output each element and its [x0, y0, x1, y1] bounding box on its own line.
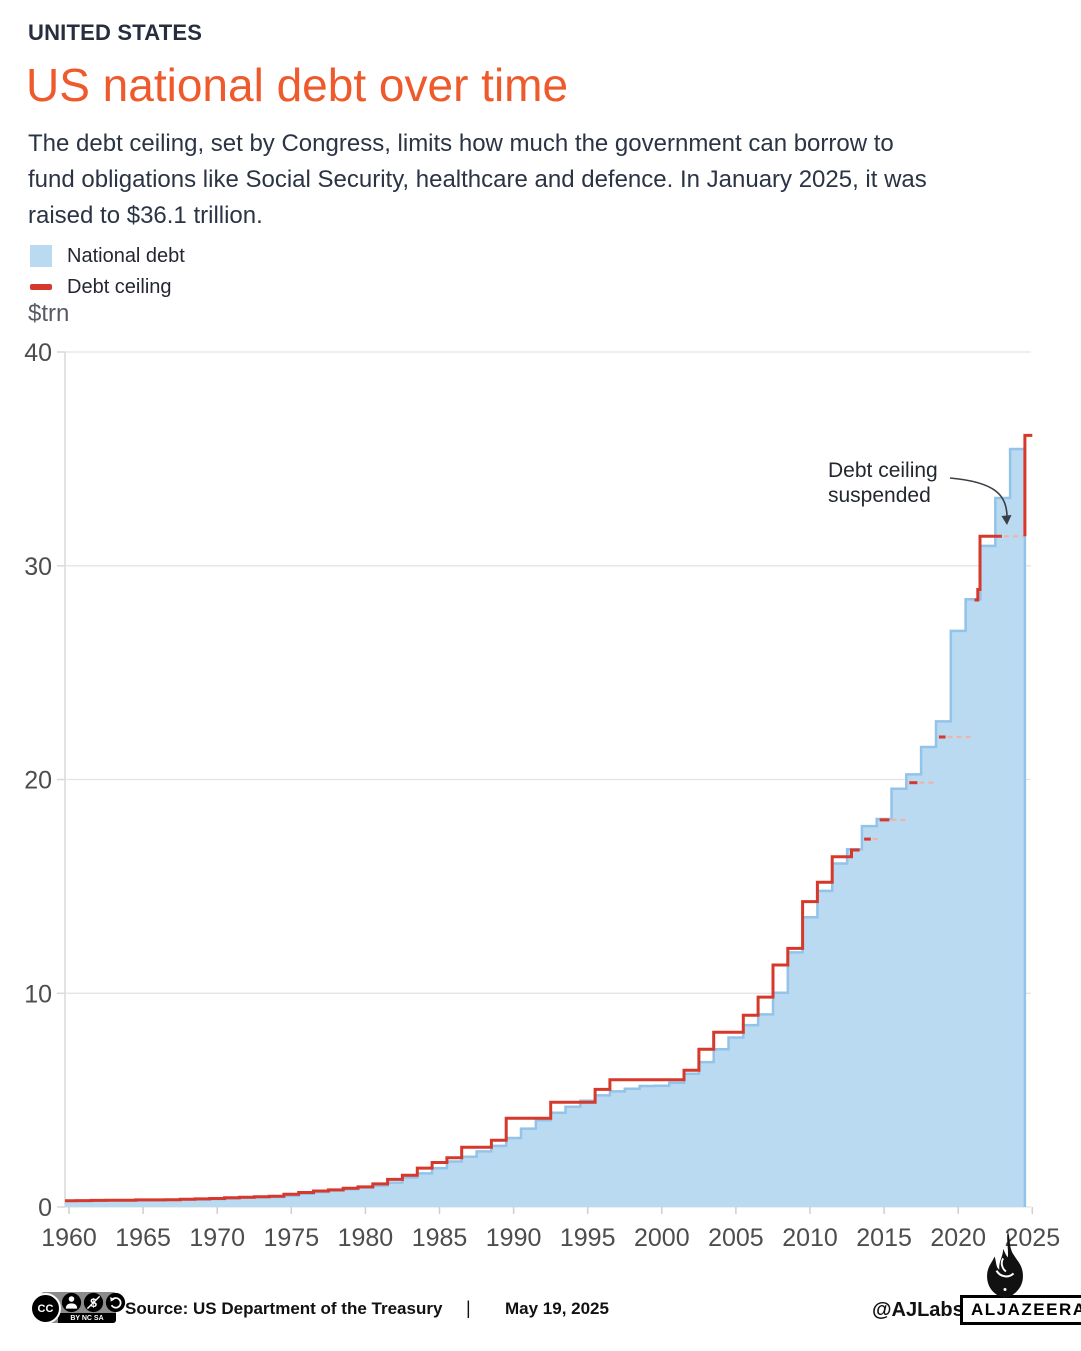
- debt-ceiling-line: [65, 848, 860, 1203]
- x-tick-label: 1995: [560, 1224, 616, 1252]
- x-tick-label: 1980: [338, 1224, 394, 1252]
- y-tick-label: 30: [24, 553, 52, 581]
- x-tick-label: 2015: [856, 1224, 912, 1252]
- x-tick-label: 2000: [634, 1224, 690, 1252]
- annotation-arrow: [949, 477, 1008, 518]
- national-debt-swatch-icon: [30, 245, 52, 267]
- debt-ceiling-swatch-icon: [30, 284, 52, 290]
- aljazeera-flame-logo-icon: [987, 1230, 1023, 1298]
- aljazeera-wordmark: ALJAZEERA: [960, 1295, 1081, 1325]
- x-tick-label: 2010: [782, 1224, 838, 1252]
- footer: $ BY NC SA CC Source: US Department of t…: [0, 1285, 1081, 1351]
- y-tick-label: 0: [38, 1194, 52, 1222]
- cc-icon: CC: [30, 1293, 61, 1324]
- debt-ceiling-line: [974, 534, 1002, 602]
- kicker: UNITED STATES: [28, 20, 203, 45]
- y-tick-label: 40: [24, 339, 52, 367]
- cc-license-icons: $: [61, 1292, 126, 1313]
- legend-label: National debt: [67, 244, 185, 267]
- annotation-arrowhead: [1001, 515, 1012, 525]
- debt-ceiling-line: [1023, 433, 1033, 537]
- y-tick-label: 20: [24, 767, 52, 795]
- ajlabs-credit: @AJLabs: [872, 1299, 964, 1321]
- y-tick-label: 10: [24, 980, 52, 1008]
- legend: National debt Debt ceiling: [30, 245, 185, 307]
- legend-label: Debt ceiling: [67, 275, 172, 298]
- x-tick-label: 1990: [486, 1224, 542, 1252]
- x-tick-label: 2020: [930, 1224, 986, 1252]
- cc-nc-icon: $: [83, 1292, 104, 1313]
- y-axis-unit-label: $trn: [28, 300, 70, 327]
- x-tick-label: 1965: [115, 1224, 171, 1252]
- source-text: Source: US Department of the Treasury: [125, 1299, 443, 1318]
- x-tick-label: 1960: [41, 1224, 97, 1252]
- legend-item-national-debt: National debt: [30, 245, 185, 267]
- cc-sa-icon: [105, 1292, 126, 1313]
- page-title: US national debt over time: [26, 59, 569, 111]
- x-tick-label: 1970: [189, 1224, 245, 1252]
- cc-caption: BY NC SA: [58, 1313, 116, 1323]
- cc-by-icon: [61, 1292, 82, 1313]
- legend-item-debt-ceiling: Debt ceiling: [30, 276, 185, 298]
- x-tick-label: 2025: [1004, 1224, 1060, 1252]
- x-tick-label: 1985: [412, 1224, 468, 1252]
- x-tick-label: 1975: [263, 1224, 319, 1252]
- chart-annotation: Debt ceiling suspended: [828, 459, 938, 507]
- footer-separator: |: [466, 1298, 471, 1318]
- cc-license-badge: $ BY NC SA CC: [30, 1292, 126, 1324]
- publish-date: May 19, 2025: [505, 1299, 609, 1318]
- description: The debt ceiling, set by Congress, limit…: [28, 130, 927, 229]
- national-debt-area: [65, 449, 1025, 1207]
- x-tick-label: 2005: [708, 1224, 764, 1252]
